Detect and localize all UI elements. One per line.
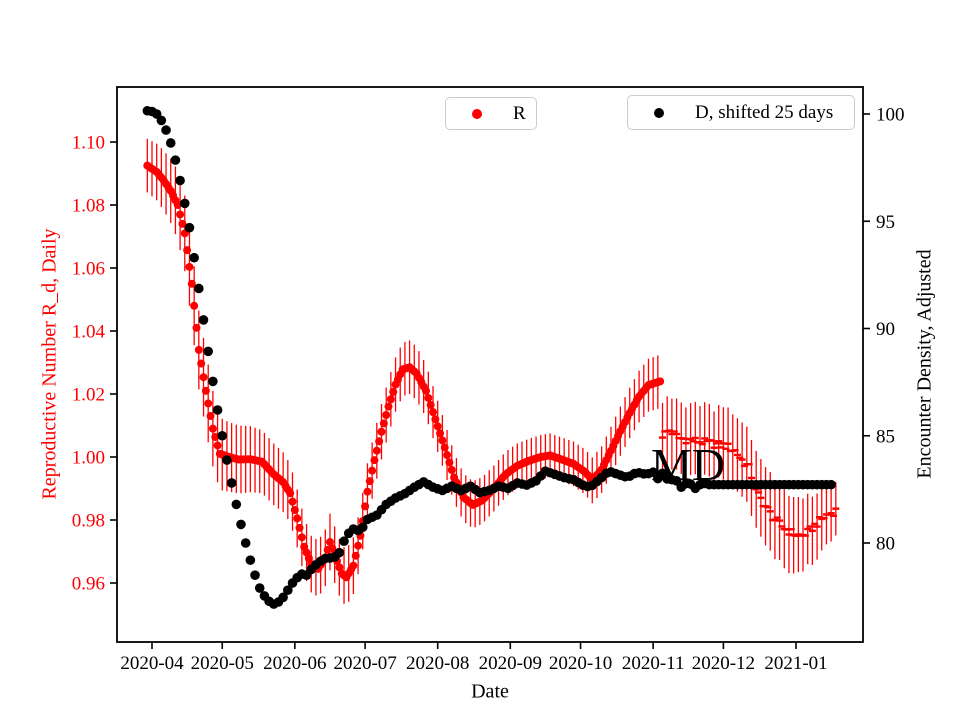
svg-text:2020-06: 2020-06 xyxy=(263,653,326,674)
svg-text:85: 85 xyxy=(876,426,895,447)
md-annotation: MD xyxy=(651,439,726,490)
svg-text:1.02: 1.02 xyxy=(72,385,105,406)
svg-text:2020-08: 2020-08 xyxy=(406,653,469,674)
svg-text:1.00: 1.00 xyxy=(72,448,105,469)
x-axis-title: Date xyxy=(471,680,509,703)
legend-r: R xyxy=(445,97,537,130)
svg-text:100: 100 xyxy=(876,105,905,126)
svg-text:2020-05: 2020-05 xyxy=(191,653,254,674)
svg-text:1.06: 1.06 xyxy=(72,259,105,280)
svg-text:90: 90 xyxy=(876,319,895,340)
svg-text:80: 80 xyxy=(876,534,895,555)
svg-text:2020-11: 2020-11 xyxy=(622,653,685,674)
svg-text:1.08: 1.08 xyxy=(72,196,105,217)
svg-text:1.04: 1.04 xyxy=(72,322,106,343)
svg-text:2020-04: 2020-04 xyxy=(120,653,184,674)
d-series-marker-icon xyxy=(654,107,664,118)
svg-text:2020-12: 2020-12 xyxy=(692,653,755,674)
legend-d-shifted: D, shifted 25 days xyxy=(627,95,855,130)
y-axis-right-title: Encounter Density, Adjusted xyxy=(913,249,936,479)
svg-text:2020-07: 2020-07 xyxy=(333,653,396,674)
legend-d-label: D, shifted 25 days xyxy=(695,101,834,123)
svg-text:0.98: 0.98 xyxy=(72,511,105,532)
svg-text:2020-09: 2020-09 xyxy=(479,653,542,674)
svg-text:2021-01: 2021-01 xyxy=(764,653,827,674)
svg-text:0.96: 0.96 xyxy=(72,574,105,595)
svg-text:1.10: 1.10 xyxy=(72,133,105,154)
legend-r-label: R xyxy=(513,102,526,124)
r-series-marker-icon xyxy=(472,108,482,119)
svg-text:95: 95 xyxy=(876,212,895,233)
y-axis-left-title: Reproductive Number R_d, Daily xyxy=(38,228,61,500)
svg-text:2020-10: 2020-10 xyxy=(549,653,612,674)
